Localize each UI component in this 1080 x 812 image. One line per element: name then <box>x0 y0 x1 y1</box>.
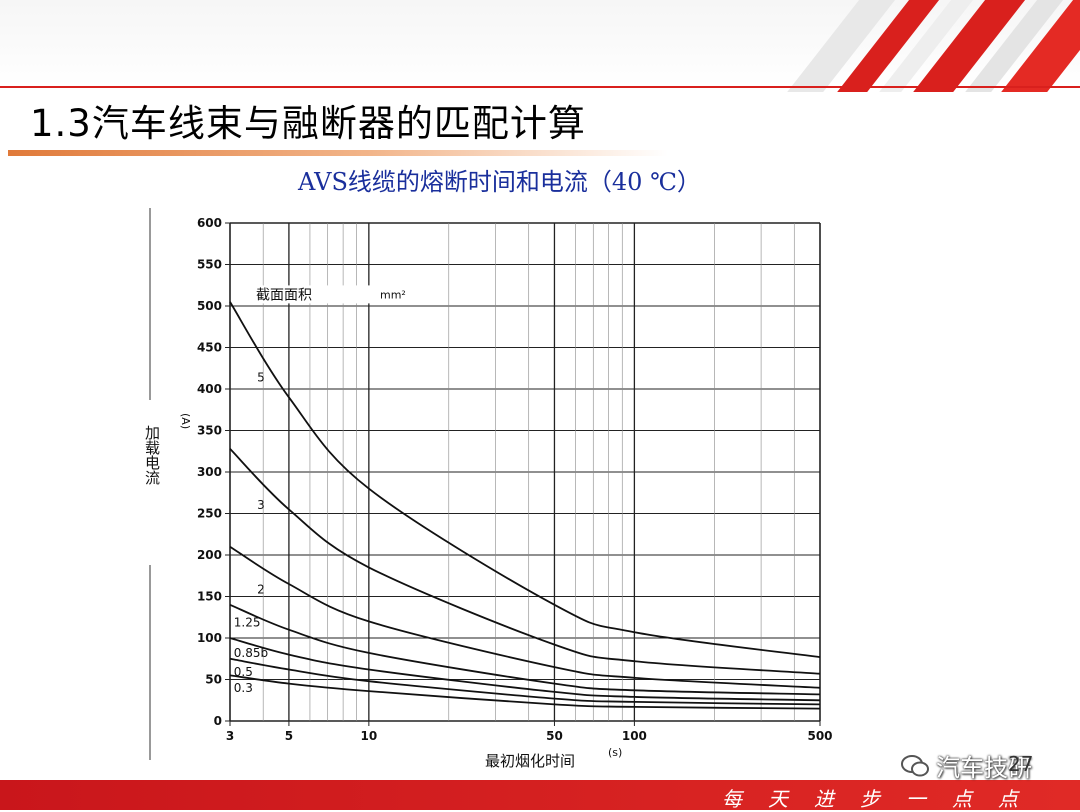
series-line-3 <box>229 448 821 675</box>
page-number: 27 <box>1008 752 1034 776</box>
y-axis-label: 加载电流 <box>143 425 161 486</box>
watermark-text: 汽车技研 <box>936 754 1032 782</box>
footer-slogan: 每天进步一点点 <box>722 787 1044 811</box>
series-line-0.3 <box>229 674 821 710</box>
x-tick-label: 50 <box>546 729 563 743</box>
x-axis-unit: (s) <box>608 746 622 759</box>
series-line-2 <box>229 545 821 689</box>
chart-subtitle: AVS线缆的熔断时间和电流（40 ℃） <box>298 168 701 196</box>
series-label: 2 <box>257 583 265 597</box>
y-tick-label: 150 <box>197 590 222 604</box>
x-tick-label: 500 <box>807 729 832 743</box>
x-tick-label: 3 <box>226 729 234 743</box>
y-tick-label: 600 <box>197 216 222 230</box>
series-label: 0.85b <box>234 646 268 660</box>
y-tick-label: 500 <box>197 299 222 313</box>
series-label: 3 <box>257 498 265 512</box>
y-tick-label: 250 <box>197 507 222 521</box>
chart-grid <box>149 208 821 760</box>
y-tick-label: 450 <box>197 341 222 355</box>
series-line-0.5 <box>229 657 821 706</box>
series-lines <box>229 301 821 710</box>
legend-title: 截面面积 <box>256 287 312 303</box>
series-line-5 <box>229 301 821 658</box>
y-tick-label: 100 <box>197 631 222 645</box>
series-label: 0.3 <box>234 681 253 695</box>
y-tick-label: 350 <box>197 424 222 438</box>
y-tick-label: 0 <box>214 714 222 728</box>
y-tick-label: 50 <box>205 673 222 687</box>
wechat-icon <box>901 754 929 776</box>
title-underline <box>8 150 668 156</box>
watermark: 汽车技研 <box>900 748 1032 783</box>
x-axis-label: 最初烟化时间 <box>485 752 575 770</box>
y-tick-label: 200 <box>197 548 222 562</box>
x-tick-label: 10 <box>360 729 377 743</box>
legend-background <box>232 285 432 304</box>
series-label: 1.25 <box>234 615 261 629</box>
footer-bar <box>0 780 1080 810</box>
header-stripes <box>660 0 1080 92</box>
header-rule <box>0 86 1080 88</box>
x-ticks: 3 5 10 50 100 500 <box>226 721 833 743</box>
legend-unit: mm² <box>380 288 406 301</box>
y-ticks: 0 50 100 150 200 250 300 350 400 450 500 550 600 <box>197 216 230 728</box>
x-tick-label: 100 <box>622 729 647 743</box>
series-label: 0.5 <box>234 665 253 679</box>
series-labels: 5 3 2 1.25 0.85b 0.5 0.3 <box>234 371 268 695</box>
series-label: 5 <box>257 371 265 385</box>
x-tick-label: 5 <box>285 729 293 743</box>
series-line-0.85b <box>229 637 821 702</box>
y-tick-label: 550 <box>197 258 222 272</box>
y-tick-label: 300 <box>197 465 222 479</box>
y-axis-unit: (A) <box>179 413 192 429</box>
slide-title: 1.3汽车线束与融断器的匹配计算 <box>30 102 586 145</box>
series-line-1.25 <box>229 603 821 696</box>
y-tick-label: 400 <box>197 382 222 396</box>
